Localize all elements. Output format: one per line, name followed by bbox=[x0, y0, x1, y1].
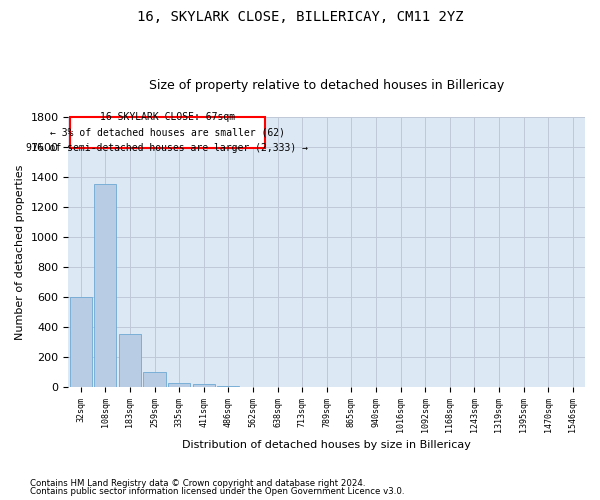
Bar bbox=[143, 372, 166, 387]
X-axis label: Distribution of detached houses by size in Billericay: Distribution of detached houses by size … bbox=[182, 440, 471, 450]
Title: Size of property relative to detached houses in Billericay: Size of property relative to detached ho… bbox=[149, 79, 505, 92]
Bar bbox=[193, 384, 215, 387]
Text: Contains public sector information licensed under the Open Government Licence v3: Contains public sector information licen… bbox=[30, 487, 404, 496]
Bar bbox=[94, 184, 116, 387]
Text: 16, SKYLARK CLOSE, BILLERICAY, CM11 2YZ: 16, SKYLARK CLOSE, BILLERICAY, CM11 2YZ bbox=[137, 10, 463, 24]
Bar bbox=[168, 382, 190, 387]
Text: Contains HM Land Registry data © Crown copyright and database right 2024.: Contains HM Land Registry data © Crown c… bbox=[30, 478, 365, 488]
Bar bbox=[70, 297, 92, 387]
Bar bbox=[70, 117, 265, 148]
Bar bbox=[217, 386, 239, 387]
Y-axis label: Number of detached properties: Number of detached properties bbox=[15, 164, 25, 340]
Text: 16 SKYLARK CLOSE: 67sqm
← 3% of detached houses are smaller (62)
97% of semi-det: 16 SKYLARK CLOSE: 67sqm ← 3% of detached… bbox=[26, 112, 308, 153]
Bar bbox=[119, 334, 141, 387]
